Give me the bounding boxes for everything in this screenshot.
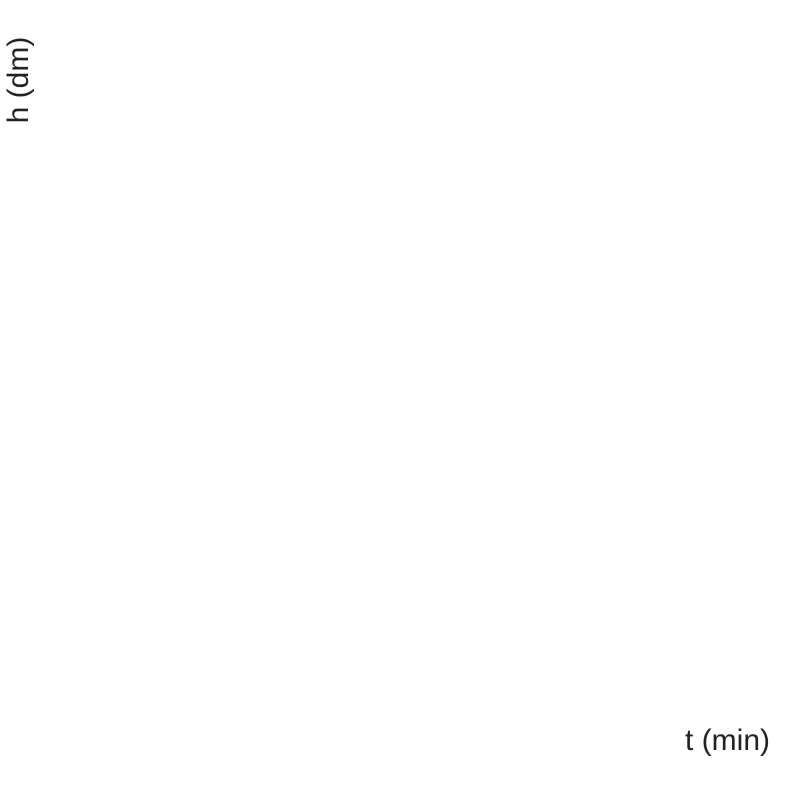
labels: t (min) h (dm) — [2, 37, 770, 757]
x-axis-label: t (min) — [685, 724, 770, 757]
y-axis-label: h (dm) — [2, 37, 35, 124]
